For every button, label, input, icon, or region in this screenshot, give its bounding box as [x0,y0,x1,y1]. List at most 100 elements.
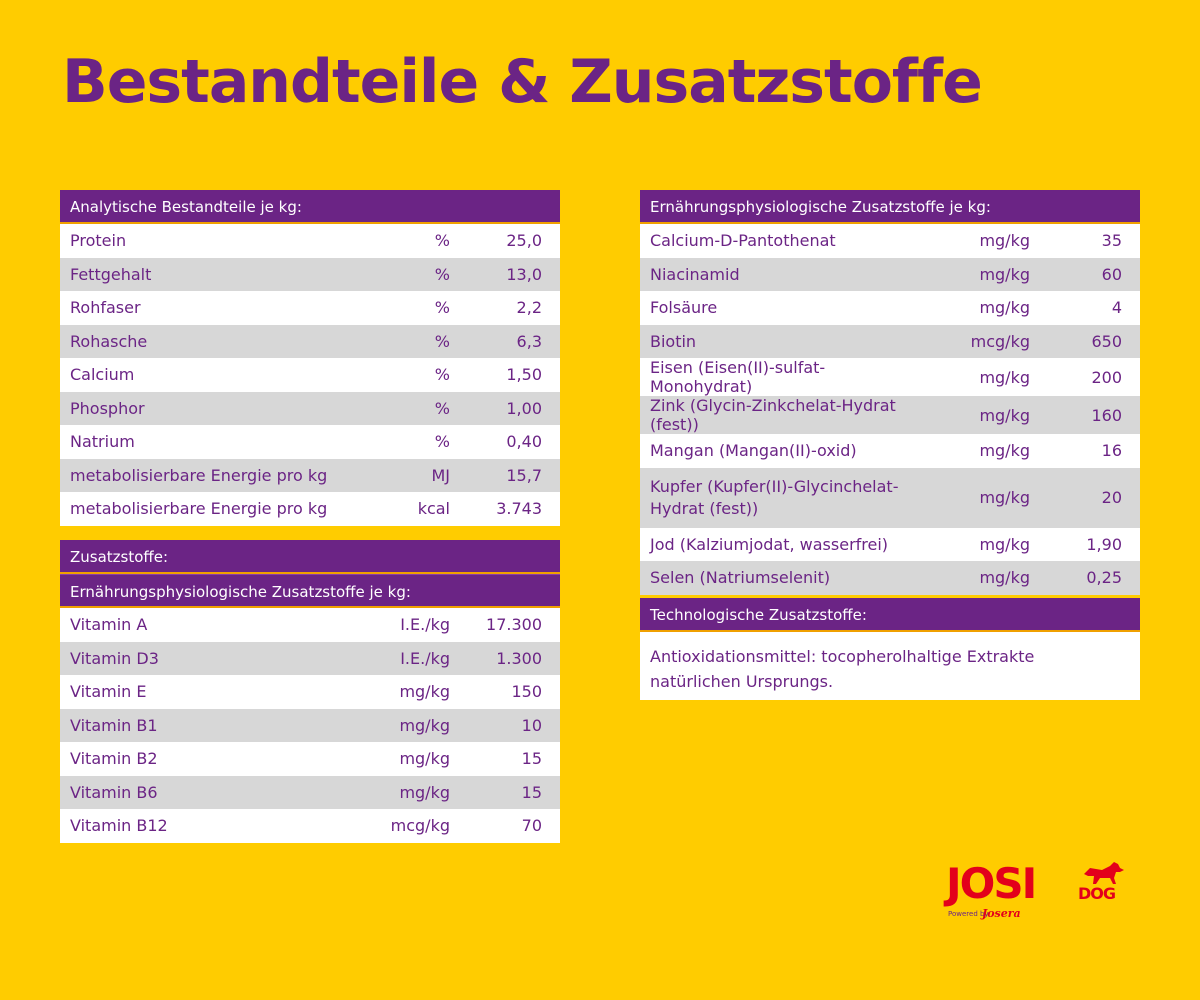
row-value: 4 [1111,298,1122,318]
nutritional-table: Ernährungsphysiologische Zusatzstoffe je… [640,190,1140,595]
row-unit: % [434,264,450,284]
row-label: Vitamin E [70,682,147,702]
row-unit: mcg/kg [390,816,450,836]
table-row: Eisen (Eisen(II)-sulfat-Monohydrat) mg/kg… [640,358,1140,396]
row-value: 60 [1101,264,1122,284]
row-unit: % [434,365,450,385]
row-unit: mg/kg [979,231,1030,251]
row-unit: mg/kg [979,568,1030,588]
row-label: Folsäure [650,298,718,318]
row-unit: mg/kg [979,298,1030,318]
logo-dog: DOG [1078,884,1116,903]
row-unit: % [434,398,450,418]
row-value: 160 [1091,405,1122,425]
row-value: 15 [521,749,542,769]
analytic-header: Analytische Bestandteile je kg: [60,190,560,224]
table-row: Jod (Kalziumjodat, wasserfrei) mg/kg 1,90 [640,527,1140,561]
row-unit: % [434,432,450,452]
row-label: Eisen (Eisen(II)-sulfat-Monohydrat) [650,358,826,396]
row-unit: mg/kg [979,534,1030,554]
josidog-logo: JOSI DOG Powered by Josera [946,862,1130,924]
row-label: Fettgehalt [70,264,152,284]
additives-table: Zusatzstoffe: Ernährungsphysiologische Z… [60,540,560,843]
row-value: 25,0 [506,231,542,251]
row-value: 16 [1101,441,1122,461]
table-row: Protein% 25,0 [60,224,560,258]
row-unit: mg/kg [979,264,1030,284]
row-label: Mangan (Mangan(II)-oxid) [650,441,857,461]
row-value: 15 [521,782,542,802]
row-unit: I.E./kg [400,648,450,668]
row-unit: mg/kg [979,487,1030,507]
table-row: Zink (Glycin-Zinkchelat-Hydrat (fest)) mg… [640,396,1140,434]
row-value: 2,2 [516,298,542,318]
row-label: Zink (Glycin-Zinkchelat-Hydrat (fest)) [650,396,896,434]
row-unit: MJ [431,465,450,485]
row-value: 35 [1101,231,1122,251]
row-label: metabolisierbare Energie pro kg [70,499,328,519]
row-label: Phosphor [70,398,145,418]
row-value: 10 [521,715,542,735]
row-value: 1.300 [496,648,542,668]
row-value: 17.300 [486,615,542,635]
row-label: Protein [70,231,127,251]
row-unit: % [434,231,450,251]
table-row: metabolisierbare Energie pro kg MJ 15,7 [60,458,560,492]
logo-brand: Josera [982,907,1021,920]
table-row: Vitamin A I.E./kg 17.300 [60,608,560,642]
additives-header: Zusatzstoffe: [60,540,560,574]
row-unit: mg/kg [399,749,450,769]
row-label: Selen (Natriumselenit) [650,568,831,588]
analytic-table: Analytische Bestandteile je kg: Protein%… [60,190,560,526]
table-row: Folsäure mg/kg 4 [640,291,1140,325]
technological-table: Technologische Zusatzstoffe: Antioxidati… [640,598,1140,700]
row-value: 20 [1101,487,1122,507]
table-row: Vitamin E mg/kg 150 [60,675,560,709]
table-row: Fettgehalt% 13,0 [60,257,560,291]
dog-silhouette-icon [1084,862,1124,884]
table-row: Vitamin B12 mcg/kg 70 [60,809,560,843]
technological-header: Technologische Zusatzstoffe: [640,598,1140,632]
table-row: Vitamin B1 mg/kg 10 [60,708,560,742]
table-row: Vitamin D3 I.E./kg 1.300 [60,641,560,675]
row-value: 13,0 [506,264,542,284]
row-value: 3.743 [496,499,542,519]
nutritional-header: Ernährungsphysiologische Zusatzstoffe je… [640,190,1140,224]
table-row: Calcium-D-Pantothenat mg/kg 35 [640,224,1140,258]
row-label: Calcium-D-Pantothenat [650,231,836,251]
table-row: Natrium% 0,40 [60,425,560,459]
table-row: Phosphor% 1,00 [60,391,560,425]
row-value: 0,25 [1086,568,1122,588]
technological-text: Antioxidationsmittel: tocopherolhaltige … [640,632,1140,700]
table-row: Rohasche% 6,3 [60,324,560,358]
row-unit: I.E./kg [400,615,450,635]
additives-subheader: Ernährungsphysiologische Zusatzstoffe je… [60,574,560,608]
row-value: 1,90 [1086,534,1122,554]
row-value: 150 [511,682,542,702]
row-unit: mcg/kg [970,331,1030,351]
row-label: Kupfer (Kupfer(II)-Glycinchelat-Hydrat (… [650,476,899,518]
row-unit: % [434,298,450,318]
row-value: 1,50 [506,365,542,385]
row-label: Rohasche [70,331,148,351]
table-row: metabolisierbare Energie pro kg kcal 3.743 [60,492,560,526]
table-row: Mangan (Mangan(II)-oxid) mg/kg 16 [640,434,1140,468]
table-row: Selen (Natriumselenit) mg/kg 0,25 [640,561,1140,595]
row-label: Niacinamid [650,264,740,284]
row-value: 15,7 [506,465,542,485]
row-unit: % [434,331,450,351]
row-unit: mg/kg [399,782,450,802]
table-row: Niacinamid mg/kg 60 [640,257,1140,291]
row-label: Biotin [650,331,697,351]
table-row: Biotin mcg/kg 650 [640,324,1140,358]
table-row: Rohfaser% 2,2 [60,291,560,325]
table-row: Calcium% 1,50 [60,358,560,392]
row-unit: mg/kg [979,367,1030,387]
table-row: Vitamin B2 mg/kg 15 [60,742,560,776]
row-unit: mg/kg [399,715,450,735]
row-unit: mg/kg [979,441,1030,461]
logo-powered-by: Powered by [948,910,989,918]
row-value: 70 [521,816,542,836]
row-unit: mg/kg [979,405,1030,425]
table-row: Kupfer (Kupfer(II)-Glycinchelat-Hydrat (… [640,467,1140,528]
